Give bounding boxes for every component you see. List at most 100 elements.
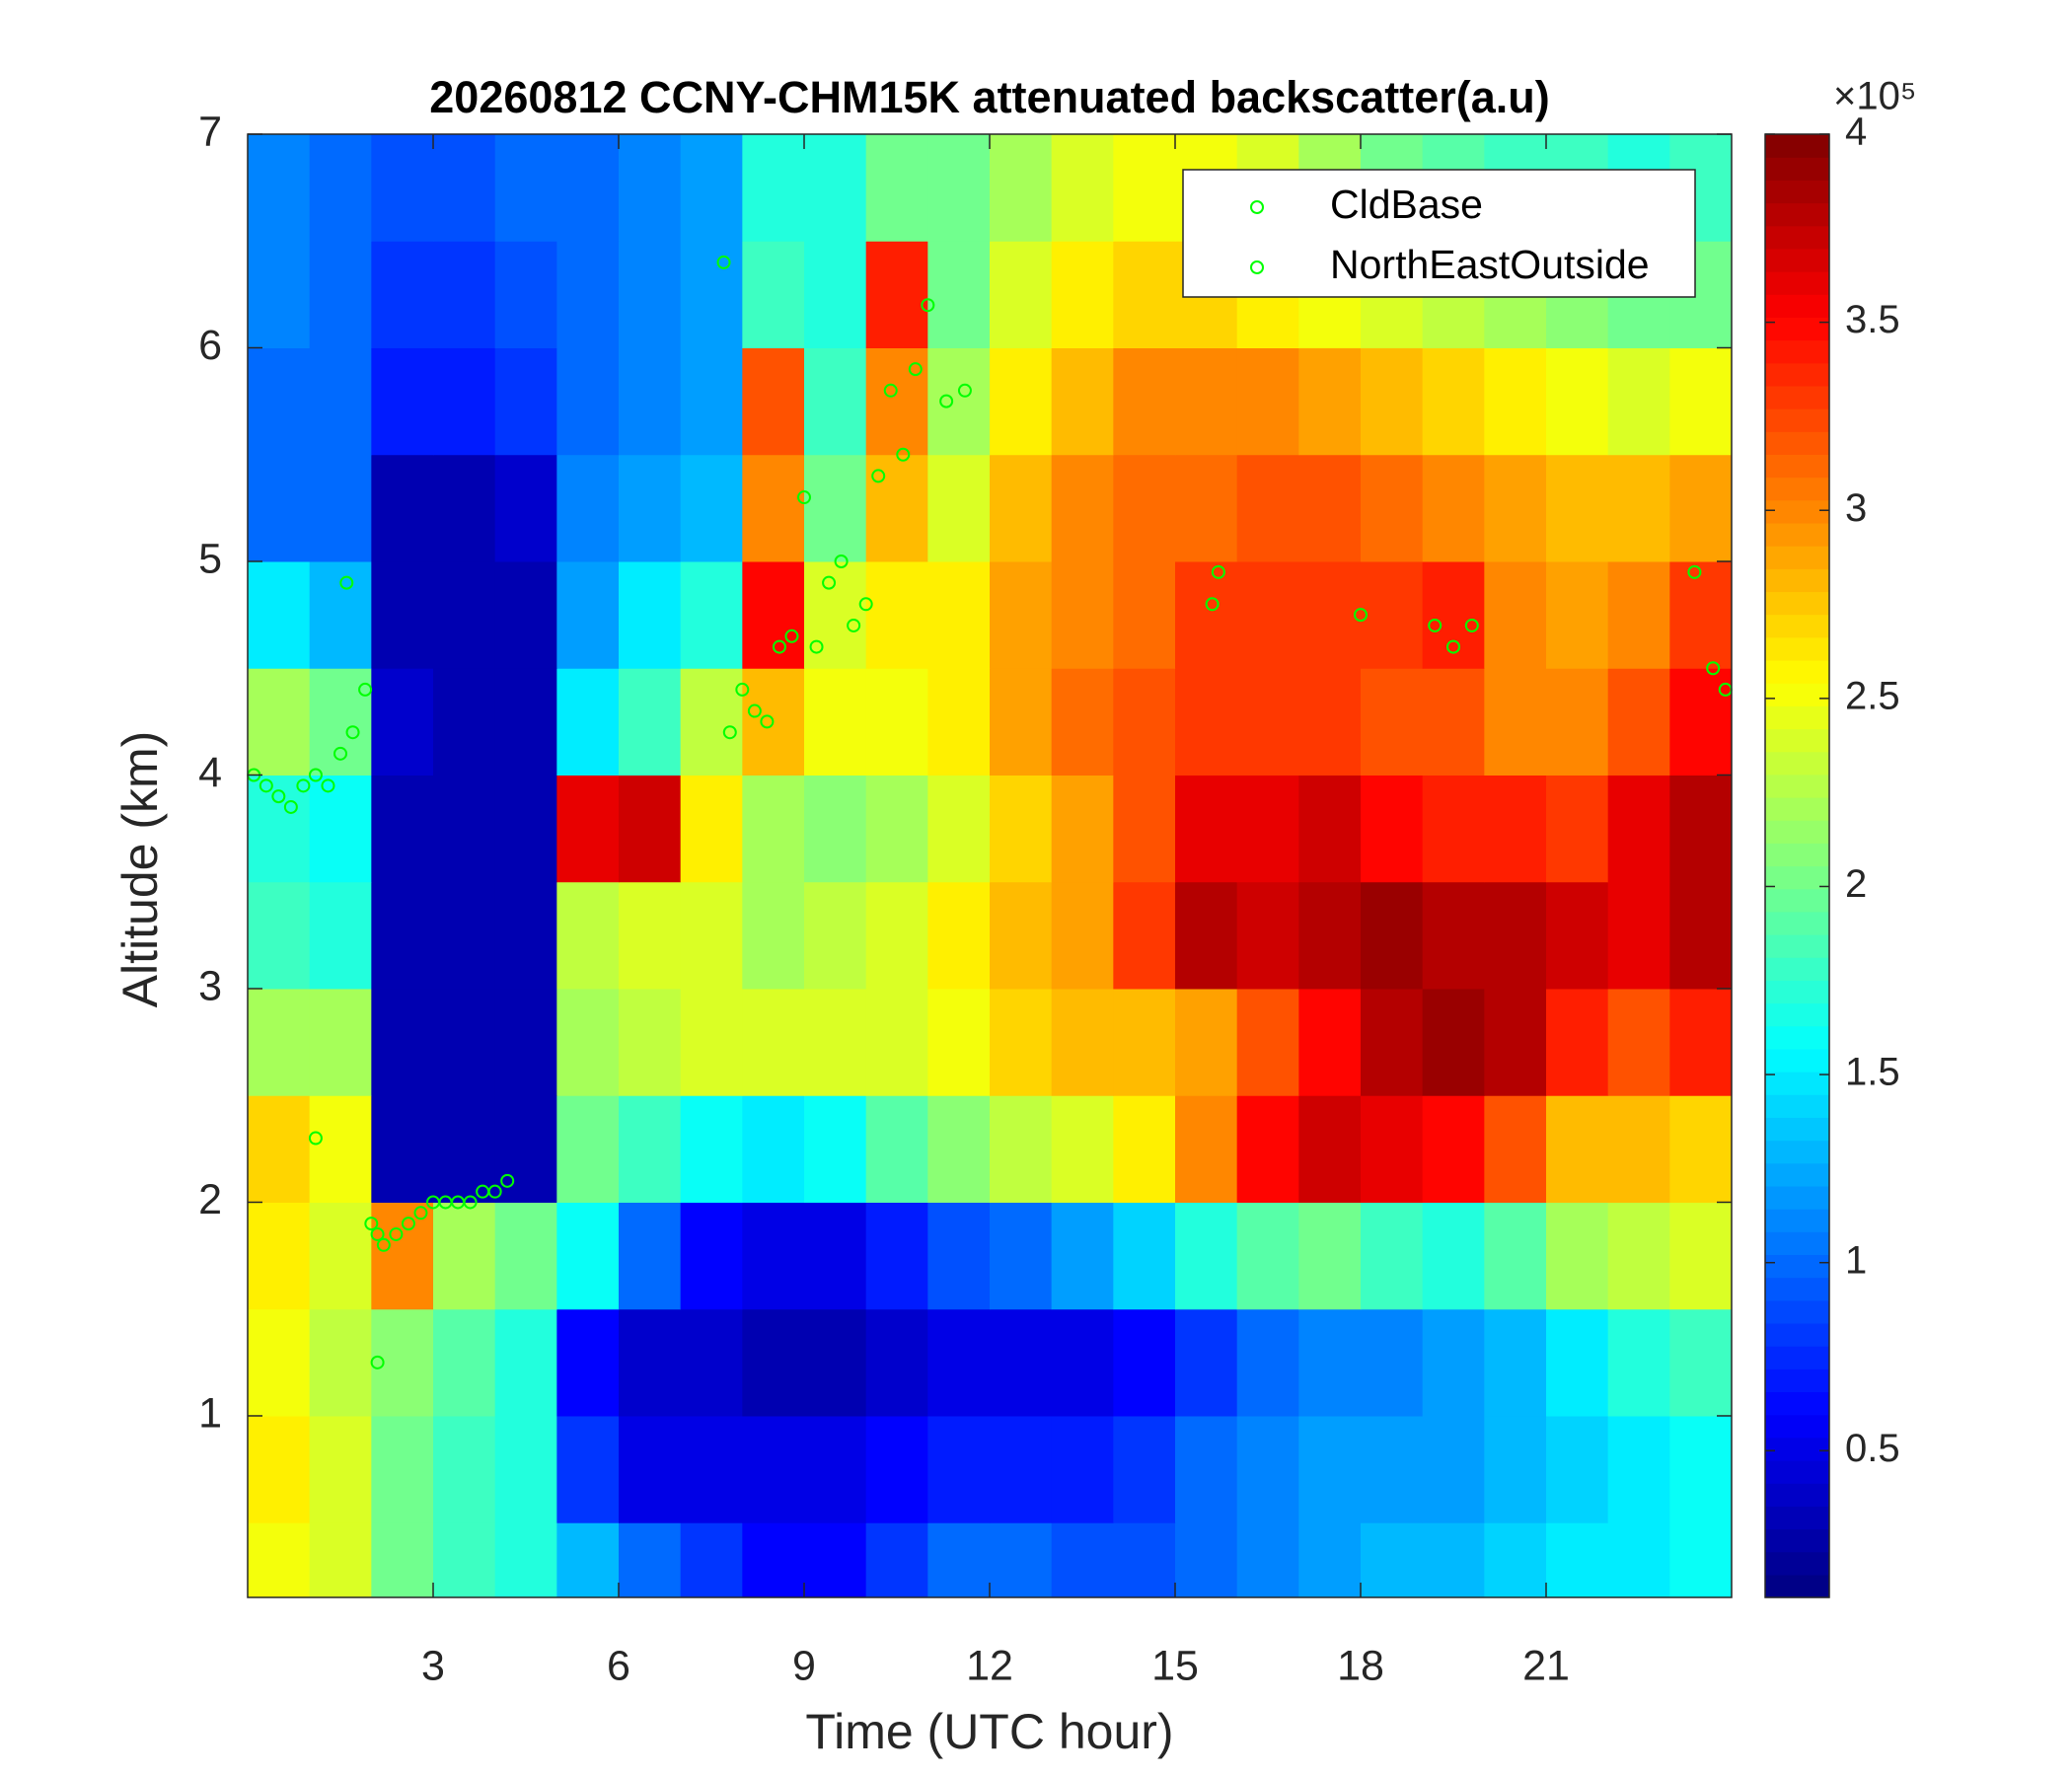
heatmap-cell — [865, 134, 928, 242]
heatmap-cell — [990, 241, 1053, 348]
colorbar-swatch — [1765, 1231, 1829, 1256]
heatmap-cell — [1298, 1308, 1362, 1417]
heatmap-cell — [1175, 1415, 1238, 1523]
x-tick-label: 6 — [607, 1642, 630, 1689]
heatmap-cell — [990, 560, 1053, 669]
heatmap-cell — [1051, 1522, 1114, 1597]
heatmap-cell — [680, 1095, 743, 1203]
cloud-base-point — [487, 1184, 502, 1199]
colorbar-swatch — [1765, 774, 1829, 798]
heatmap-cell — [804, 347, 867, 456]
heatmap-cell — [619, 1415, 682, 1523]
heatmap-cell — [927, 241, 991, 348]
heatmap-cell — [556, 347, 620, 456]
heatmap-cell — [1298, 668, 1362, 776]
heatmap-cell — [1484, 347, 1547, 456]
heatmap-cell — [804, 1202, 867, 1310]
heatmap-cell — [494, 1095, 557, 1203]
colorbar-swatch — [1765, 477, 1829, 501]
cloud-base-point — [784, 629, 799, 643]
cloud-base-point — [1464, 618, 1479, 632]
heatmap-cell — [371, 347, 434, 456]
heatmap-cell — [804, 881, 867, 990]
heatmap-cell — [1298, 1202, 1362, 1310]
y-tick-label: 5 — [198, 535, 222, 582]
heatmap-cell — [804, 1522, 867, 1597]
heatmap-cell — [1175, 1202, 1238, 1310]
colorbar-swatch — [1765, 1528, 1829, 1553]
heatmap-cell — [1236, 560, 1299, 669]
heatmap-cell — [1546, 454, 1609, 562]
colorbar-swatch — [1765, 1025, 1829, 1050]
colorbar-swatch — [1765, 1459, 1829, 1484]
heatmap-cell — [619, 668, 682, 776]
heatmap-cell — [990, 988, 1053, 1096]
y-axis-label: Altitude (km) — [112, 731, 168, 1008]
cloud-base-point — [716, 255, 731, 269]
heatmap-cell — [1422, 881, 1485, 990]
heatmap-cell — [990, 775, 1053, 883]
x-axis-label: Time (UTC hour) — [805, 1704, 1173, 1759]
cloud-base-point — [308, 1131, 323, 1146]
heatmap-cell — [927, 881, 991, 990]
heatmap-cell — [619, 1522, 682, 1597]
heatmap-cell — [1236, 668, 1299, 776]
heatmap-cell — [990, 1415, 1053, 1523]
heatmap-cell — [865, 560, 928, 669]
heatmap-cell — [1484, 881, 1547, 990]
heatmap-cell — [680, 988, 743, 1096]
heatmap-cell — [1607, 668, 1670, 776]
heatmap-cell — [1607, 1522, 1670, 1597]
heatmap-cell — [433, 454, 496, 562]
cloud-base-point — [921, 298, 935, 313]
colorbar-swatch — [1765, 157, 1829, 181]
heatmap-cell — [1607, 347, 1670, 456]
cloud-base-point — [772, 639, 786, 654]
colorbar-swatch — [1765, 1506, 1829, 1530]
heatmap-cell — [1175, 560, 1238, 669]
heatmap-cell — [804, 134, 867, 242]
heatmap-cell — [556, 241, 620, 348]
heatmap-cell — [619, 1308, 682, 1417]
cloud-base-point — [1205, 597, 1220, 612]
heatmap-cell — [804, 454, 867, 562]
cloud-base-point — [847, 618, 861, 632]
colorbar-swatch — [1765, 1551, 1829, 1576]
heatmap-cell — [371, 241, 434, 348]
heatmap-cell — [433, 1095, 496, 1203]
heatmap-cell — [494, 134, 557, 242]
heatmap-cell — [990, 668, 1053, 776]
heatmap-cell — [1669, 347, 1732, 456]
heatmap-cell — [248, 454, 311, 562]
heatmap-cell — [927, 454, 991, 562]
heatmap-cell — [494, 1415, 557, 1523]
heatmap-cell — [1113, 347, 1176, 456]
heatmap-cell — [494, 775, 557, 883]
colorbar-swatch — [1765, 1483, 1829, 1507]
heatmap-cell — [248, 1415, 311, 1523]
colorbar-swatch — [1765, 546, 1829, 569]
heatmap-cell — [1669, 1202, 1732, 1310]
cloud-base-point — [370, 1355, 385, 1369]
heatmap-cell — [619, 1095, 682, 1203]
heatmap-cell — [248, 241, 311, 348]
heatmap-cell — [556, 881, 620, 990]
heatmap-cell — [248, 881, 311, 990]
cloud-base-point — [957, 383, 972, 398]
heatmap-cell — [927, 988, 991, 1096]
heatmap-cell — [1361, 775, 1424, 883]
heatmap-cell — [309, 1095, 372, 1203]
heatmap-cell — [433, 134, 496, 242]
legend-marker — [1250, 260, 1264, 274]
heatmap-cell — [1113, 1522, 1176, 1597]
heatmap-cell — [1669, 881, 1732, 990]
heatmap-cell — [1546, 881, 1609, 990]
heatmap-cell — [804, 1308, 867, 1417]
heatmap-cell — [865, 1095, 928, 1203]
heatmap-cell — [742, 881, 805, 990]
heatmap-cell — [248, 1095, 311, 1203]
heatmap-cell — [680, 560, 743, 669]
heatmap-cell — [309, 134, 372, 242]
colorbar-swatch — [1765, 522, 1829, 547]
heatmap-cell — [680, 241, 743, 348]
